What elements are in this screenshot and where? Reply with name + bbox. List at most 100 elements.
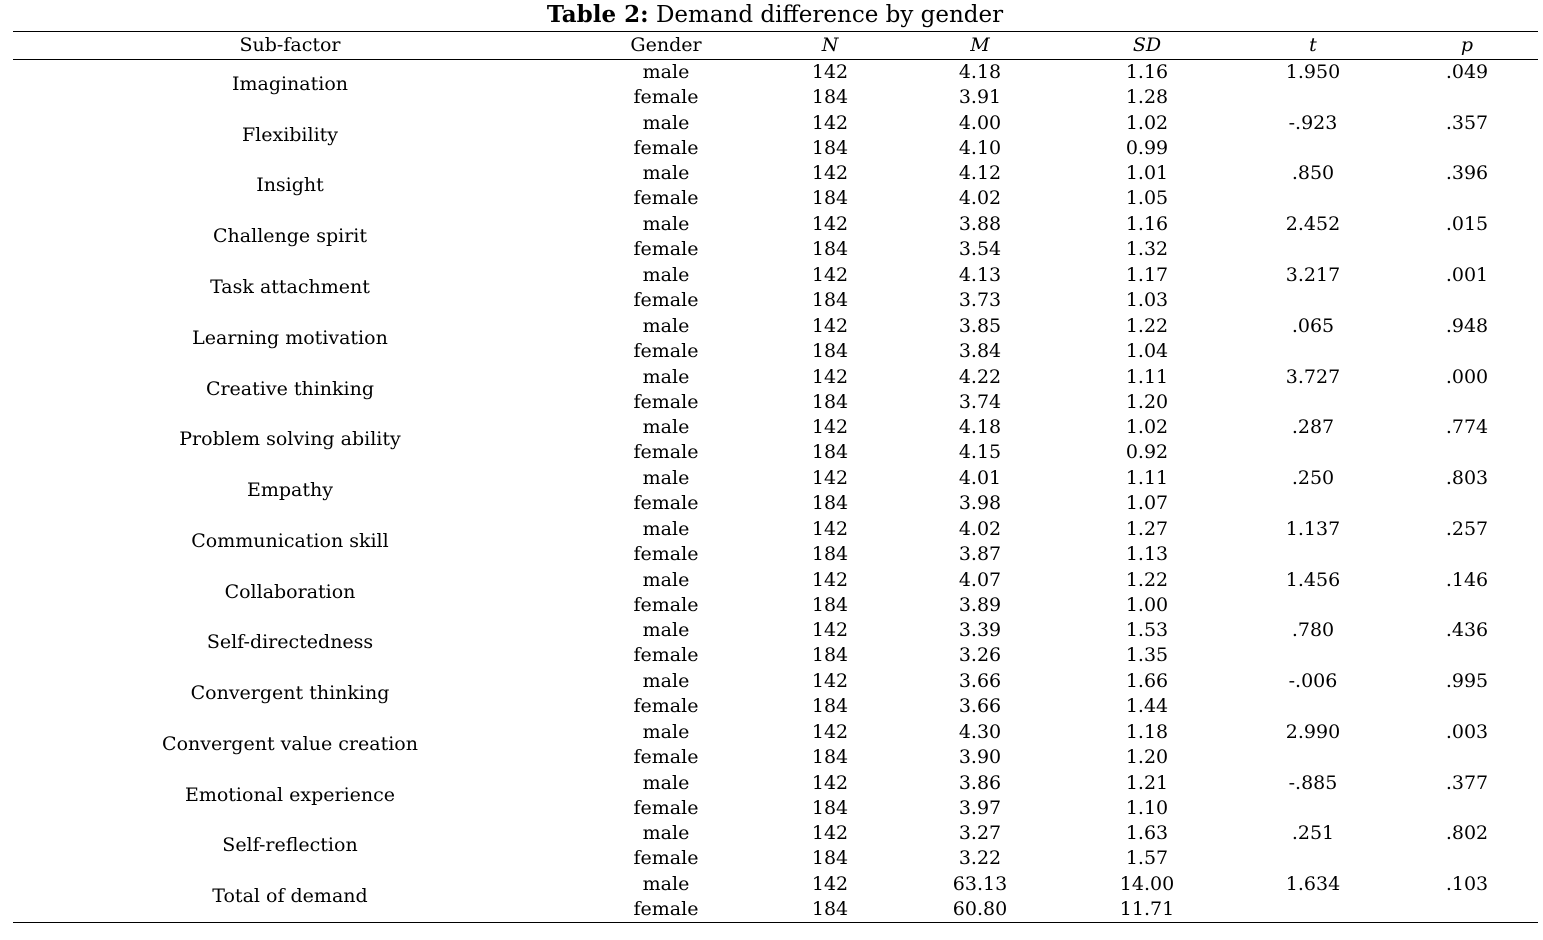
sd-cell: 1.05 xyxy=(1125,187,1169,209)
n-cell: 142 xyxy=(811,112,849,134)
gender-cell: female xyxy=(633,594,699,616)
header-n: N xyxy=(821,34,839,56)
table-row-group: Empathy male 142 4.01 1.11 .250 .803 fem… xyxy=(0,466,1543,517)
gender-cell: female xyxy=(633,746,699,768)
gender-cell: female xyxy=(633,543,699,565)
t-cell: 2.452 xyxy=(1285,213,1341,235)
sd-cell: 1.02 xyxy=(1125,416,1169,438)
gender-cell: male xyxy=(642,61,690,83)
m-cell: 63.13 xyxy=(952,873,1008,895)
gender-cell: female xyxy=(633,137,699,159)
p-cell: .377 xyxy=(1445,772,1489,794)
sd-cell: 11.71 xyxy=(1119,898,1175,920)
m-cell: 3.85 xyxy=(958,315,1002,337)
sd-cell: 14.00 xyxy=(1119,873,1175,895)
n-cell: 142 xyxy=(811,61,849,83)
n-cell: 142 xyxy=(811,619,849,641)
m-cell: 3.74 xyxy=(958,391,1002,413)
p-cell: .000 xyxy=(1445,366,1489,388)
sd-cell: 1.35 xyxy=(1125,644,1169,666)
p-cell: .802 xyxy=(1445,822,1489,844)
t-cell: 1.634 xyxy=(1285,873,1341,895)
m-cell: 4.02 xyxy=(958,187,1002,209)
table-row-group: Task attachment male 142 4.13 1.17 3.217… xyxy=(0,263,1543,314)
gender-cell: male xyxy=(642,822,690,844)
n-cell: 184 xyxy=(811,340,849,362)
n-cell: 142 xyxy=(811,467,849,489)
subfactor-cell: Task attachment xyxy=(210,276,370,298)
gender-cell: male xyxy=(642,213,690,235)
sd-cell: 1.22 xyxy=(1125,315,1169,337)
m-cell: 3.26 xyxy=(958,644,1002,666)
n-cell: 184 xyxy=(811,695,849,717)
table-body: Imagination male 142 4.18 1.16 1.950 .04… xyxy=(0,60,1543,922)
gender-cell: female xyxy=(633,391,699,413)
gender-cell: male xyxy=(642,772,690,794)
p-cell: .995 xyxy=(1445,670,1489,692)
subfactor-cell: Total of demand xyxy=(212,885,368,907)
sd-cell: 1.02 xyxy=(1125,112,1169,134)
m-cell: 4.30 xyxy=(958,721,1002,743)
m-cell: 3.91 xyxy=(958,86,1002,108)
gender-cell: male xyxy=(642,670,690,692)
header-sd: SD xyxy=(1132,34,1162,56)
p-cell: .015 xyxy=(1445,213,1489,235)
gender-cell: male xyxy=(642,416,690,438)
sd-cell: 1.16 xyxy=(1125,213,1169,235)
sd-cell: 1.16 xyxy=(1125,61,1169,83)
subfactor-cell: Communication skill xyxy=(191,530,389,552)
table-header-rule xyxy=(13,59,1538,60)
sd-cell: 1.27 xyxy=(1125,518,1169,540)
sd-cell: 1.01 xyxy=(1125,162,1169,184)
table-row-group: Self-directedness male 142 3.39 1.53 .78… xyxy=(0,618,1543,669)
header-t: t xyxy=(1309,34,1317,56)
sd-cell: 1.18 xyxy=(1125,721,1169,743)
sd-cell: 1.53 xyxy=(1125,619,1169,641)
n-cell: 142 xyxy=(811,670,849,692)
m-cell: 3.84 xyxy=(958,340,1002,362)
gender-cell: male xyxy=(642,112,690,134)
t-cell: 3.727 xyxy=(1285,366,1341,388)
subfactor-cell: Flexibility xyxy=(241,124,339,146)
m-cell: 3.73 xyxy=(958,289,1002,311)
sd-cell: 1.66 xyxy=(1125,670,1169,692)
sd-cell: 1.10 xyxy=(1125,797,1169,819)
gender-cell: male xyxy=(642,467,690,489)
t-cell: -.006 xyxy=(1288,670,1338,692)
m-cell: 60.80 xyxy=(952,898,1008,920)
p-cell: .803 xyxy=(1445,467,1489,489)
sd-cell: 1.11 xyxy=(1125,467,1169,489)
gender-cell: female xyxy=(633,187,699,209)
m-cell: 3.22 xyxy=(958,847,1002,869)
table-label: Table 2: xyxy=(546,1,649,28)
p-cell: .049 xyxy=(1445,61,1489,83)
gender-cell: male xyxy=(642,569,690,591)
gender-cell: female xyxy=(633,340,699,362)
p-cell: .436 xyxy=(1445,619,1489,641)
n-cell: 184 xyxy=(811,644,849,666)
n-cell: 184 xyxy=(811,492,849,514)
subfactor-cell: Creative thinking xyxy=(205,378,375,400)
subfactor-cell: Insight xyxy=(256,174,324,196)
gender-cell: female xyxy=(633,797,699,819)
subfactor-cell: Collaboration xyxy=(224,581,356,603)
gender-cell: male xyxy=(642,315,690,337)
p-cell: .396 xyxy=(1445,162,1489,184)
header-m: M xyxy=(970,34,990,56)
table-row-group: Collaboration male 142 4.07 1.22 1.456 .… xyxy=(0,568,1543,619)
m-cell: 4.00 xyxy=(958,112,1002,134)
subfactor-cell: Convergent thinking xyxy=(190,682,390,704)
gender-cell: male xyxy=(642,518,690,540)
subfactor-cell: Self-reflection xyxy=(222,834,358,856)
gender-cell: female xyxy=(633,86,699,108)
table-row-group: Self-reflection male 142 3.27 1.63 .251 … xyxy=(0,821,1543,872)
n-cell: 142 xyxy=(811,366,849,388)
subfactor-cell: Challenge spirit xyxy=(213,225,367,247)
n-cell: 142 xyxy=(811,772,849,794)
sd-cell: 1.22 xyxy=(1125,569,1169,591)
gender-cell: female xyxy=(633,847,699,869)
m-cell: 3.86 xyxy=(958,772,1002,794)
m-cell: 3.66 xyxy=(958,670,1002,692)
m-cell: 3.54 xyxy=(958,238,1002,260)
gender-cell: female xyxy=(633,644,699,666)
